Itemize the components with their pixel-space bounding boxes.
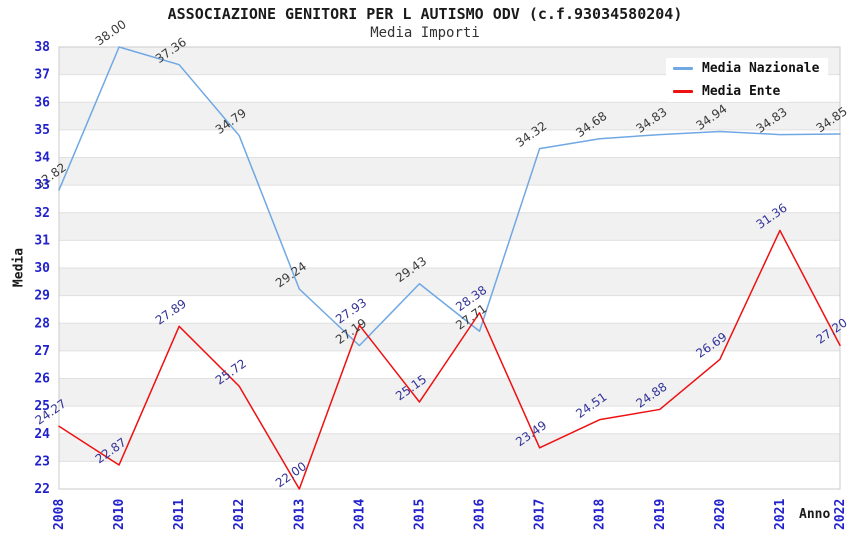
x-tick-label: 2016 <box>473 499 488 530</box>
y-tick-label: 28 <box>34 316 50 331</box>
plot-border <box>58 46 841 490</box>
legend-label: Media Ente <box>702 84 781 99</box>
grid-stripe <box>59 212 840 241</box>
x-axis-ticks: 2008 2010 2011 2012 2013 2014 2015 2016 2017 2018… <box>52 499 848 530</box>
y-tick-label: 22 <box>34 482 50 497</box>
y-tick-label: 37 <box>34 68 50 83</box>
grid-stripes <box>59 47 840 462</box>
legend-item-media-ente: Media Ente <box>666 81 790 102</box>
grid-stripe <box>59 102 840 130</box>
y-tick-label: 25 <box>34 399 50 414</box>
x-tick-label: 2019 <box>653 499 668 530</box>
y-tick-label: 24 <box>34 427 50 442</box>
grid-stripe <box>59 433 840 462</box>
y-axis-title: Media <box>11 247 27 288</box>
y-tick-label: 29 <box>34 289 50 304</box>
y-tick-label: 38 <box>34 40 50 55</box>
x-axis-title: Anno <box>799 507 831 522</box>
y-tick-label: 35 <box>34 123 50 138</box>
series-line-media-ente <box>58 229 841 490</box>
legend: Media Nazionale Media Ente <box>666 58 829 102</box>
chart-title: ASSOCIAZIONE GENITORI PER L AUTISMO ODV … <box>167 5 683 23</box>
legend-line-swatch-red <box>673 90 693 93</box>
grid-stripe <box>59 157 840 186</box>
x-tick-label: 2012 <box>232 499 247 530</box>
legend-line-swatch-blue <box>673 67 693 70</box>
grid-stripe <box>59 378 840 407</box>
y-tick-label: 23 <box>34 454 50 469</box>
series-line-media-nazionale <box>58 46 841 347</box>
legend-label: Media Nazionale <box>702 61 820 76</box>
y-tick-label: 30 <box>34 261 50 276</box>
y-tick-label: 32 <box>34 206 50 221</box>
y-axis-ticks: 22 23 24 25 26 27 28 29 30 31 32 33 34 35 36 37 38 <box>34 40 50 497</box>
grid-stripe <box>59 268 840 296</box>
x-tick-label: 2020 <box>713 499 728 530</box>
legend-item-media-nazionale: Media Nazionale <box>666 58 829 79</box>
x-tick-label: 2018 <box>593 499 608 530</box>
data-label: 22.00 <box>273 459 309 490</box>
chart-subtitle: Media Importi <box>370 25 480 41</box>
x-tick-label: 2008 <box>52 499 67 530</box>
x-tick-label: 2017 <box>533 499 548 530</box>
x-tick-label: 2010 <box>112 499 127 530</box>
y-tick-label: 26 <box>34 372 50 387</box>
x-tick-label: 2011 <box>172 499 187 530</box>
x-tick-label: 2013 <box>292 499 307 530</box>
y-tick-label: 36 <box>34 95 50 110</box>
y-tick-label: 33 <box>34 178 50 193</box>
y-tick-label: 34 <box>34 151 50 166</box>
y-tick-label: 31 <box>34 233 50 248</box>
y-tick-label: 27 <box>34 344 50 359</box>
x-tick-label: 2015 <box>412 499 427 530</box>
x-tick-label: 2021 <box>773 499 788 530</box>
x-tick-label: 2014 <box>352 499 367 530</box>
x-tick-label: 2022 <box>833 499 848 530</box>
